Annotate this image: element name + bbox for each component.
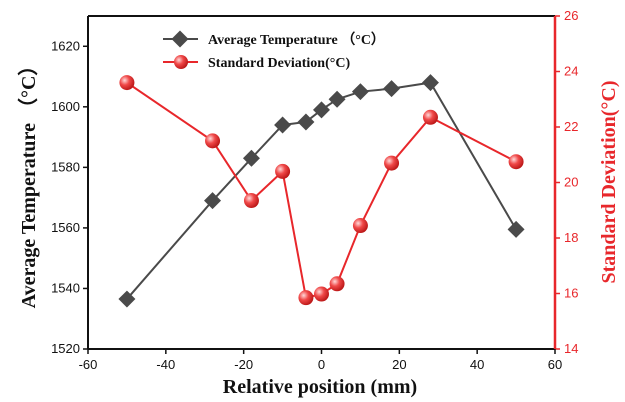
right-y-tick-label: 20: [564, 175, 578, 190]
data-point-avg-temp: [204, 192, 222, 210]
left-y-tick-label: 1600: [51, 99, 80, 114]
x-tick-label: -60: [79, 357, 98, 372]
left-y-tick-label: 1520: [51, 341, 80, 356]
right-y-tick-label: 24: [564, 64, 578, 79]
data-point-avg-temp: [507, 220, 525, 238]
legend: Average Temperature （°C） Standard Deviat…: [163, 30, 385, 71]
right-y-tick-label: 22: [564, 119, 578, 134]
data-point-avg-temp: [118, 290, 136, 308]
data-point-std-dev: [298, 290, 314, 306]
legend-label-avg-temp: Average Temperature （°C）: [208, 32, 385, 48]
x-tick-label: 20: [392, 357, 406, 372]
left-y-axis: 1520 1540 1560 1580 1600 1620: [51, 38, 88, 356]
left-y-tick-label: 1620: [51, 38, 80, 53]
data-point-std-dev: [119, 75, 135, 91]
right-y-tick-label: 26: [564, 8, 578, 23]
legend-marker-avg-temp: [171, 30, 189, 48]
data-point-std-dev: [243, 193, 259, 209]
right-y-tick-label: 14: [564, 341, 578, 356]
right-y-tick-label: 18: [564, 230, 578, 245]
legend-marker-std-dev: [174, 55, 188, 69]
data-point-avg-temp: [242, 149, 260, 167]
x-tick-label: 60: [548, 357, 562, 372]
data-point-avg-temp: [351, 83, 369, 101]
data-point-std-dev: [352, 218, 368, 234]
data-point-avg-temp: [274, 116, 292, 134]
series-layer: [118, 74, 525, 308]
series-std-dev: [119, 75, 524, 306]
series-avg-temp: [118, 74, 525, 308]
data-point-std-dev: [314, 286, 329, 302]
data-point-avg-temp: [313, 101, 330, 119]
data-point-std-dev: [422, 109, 438, 125]
legend-label-std-dev: Standard Deviation(°C): [208, 56, 350, 71]
data-point-avg-temp: [421, 74, 439, 92]
left-y-axis-title: Average Temperature （°C）: [17, 56, 40, 309]
right-y-tick-label: 16: [564, 286, 578, 301]
x-tick-label: -40: [156, 357, 175, 372]
x-tick-label: -20: [234, 357, 253, 372]
data-point-avg-temp: [297, 113, 315, 131]
x-tick-label: 0: [318, 357, 325, 372]
right-y-axis-title: Standard Deviation(°C): [598, 80, 620, 283]
left-y-tick-label: 1580: [51, 159, 80, 174]
data-point-std-dev: [275, 163, 291, 179]
x-tick-label: 40: [470, 357, 484, 372]
data-point-std-dev: [329, 276, 345, 292]
data-point-std-dev: [384, 155, 400, 171]
x-axis: -60 -40 -20 0 20 40 60: [79, 349, 562, 372]
data-point-avg-temp: [328, 90, 346, 108]
data-point-std-dev: [508, 154, 524, 170]
left-y-tick-label: 1540: [51, 280, 80, 295]
data-point-avg-temp: [383, 80, 401, 98]
right-y-axis: 14 16 18 20 22 24 26: [555, 8, 578, 356]
data-point-std-dev: [205, 133, 221, 149]
left-y-tick-label: 1560: [51, 220, 80, 235]
x-axis-title: Relative position (mm): [223, 376, 417, 398]
